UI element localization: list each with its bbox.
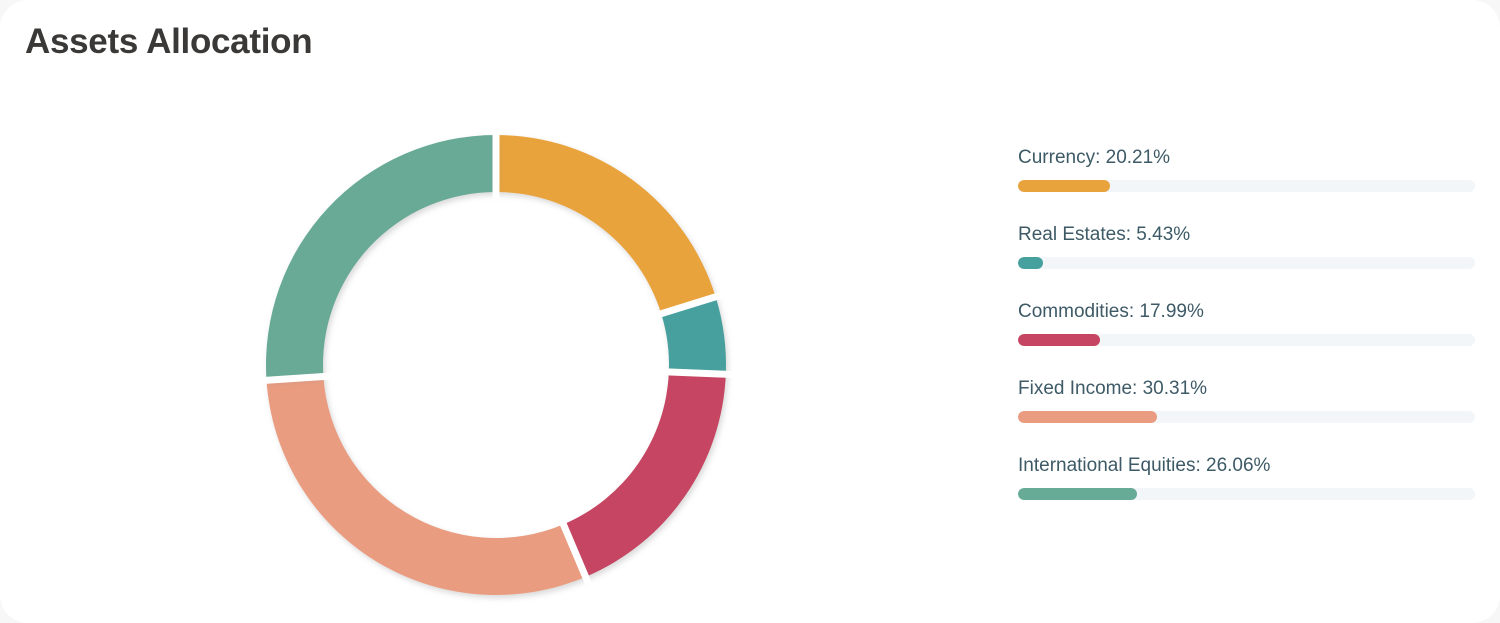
legend-progress-track xyxy=(1018,411,1475,423)
donut-slice-commodities[interactable] xyxy=(563,371,726,577)
legend-progress-fill xyxy=(1018,488,1138,500)
chart-legend: Currency: 20.21% Real Estates: 5.43% Commo… xyxy=(1018,146,1475,500)
legend-label-fixed-income: Fixed Income: 30.31% xyxy=(1018,378,1208,399)
legend-item-international-equities[interactable]: International Equities: 26.06% xyxy=(1018,454,1475,500)
legend-progress-fill xyxy=(1018,411,1157,423)
legend-progress-track xyxy=(1018,488,1475,500)
donut-slice-fixed-income[interactable] xyxy=(266,376,586,595)
slice-divider xyxy=(660,368,735,379)
legend-item-commodities[interactable]: Commodities: 17.99% xyxy=(1018,300,1475,346)
legend-item-fixed-income[interactable]: Fixed Income: 30.31% xyxy=(1018,377,1475,423)
legend-item-currency[interactable]: Currency: 20.21% xyxy=(1018,146,1475,192)
legend-label-commodities: Commodities: 17.99% xyxy=(1018,301,1204,322)
donut-chart xyxy=(257,126,735,595)
donut-slice-real-estates[interactable] xyxy=(661,296,726,375)
legend-progress-fill xyxy=(1018,180,1111,192)
legend-progress-fill xyxy=(1018,257,1043,269)
slice-divider xyxy=(557,515,593,587)
legend-progress-track xyxy=(1018,180,1475,192)
legend-label-real-estates: Real Estates: 5.43% xyxy=(1018,224,1191,245)
legend-label-international-equities: International Equities: 26.06% xyxy=(1018,455,1271,476)
legend-progress-track xyxy=(1018,257,1475,269)
slice-divider xyxy=(652,290,726,320)
slice-divider xyxy=(257,372,332,385)
donut-slice-international-equities[interactable] xyxy=(265,135,496,381)
legend-progress-track xyxy=(1018,334,1475,346)
page-title: Assets Allocation xyxy=(25,22,313,61)
legend-label-currency: Currency: 20.21% xyxy=(1018,147,1171,168)
donut-slice-currency[interactable] xyxy=(496,135,716,314)
legend-progress-fill xyxy=(1018,334,1101,346)
legend-item-real-estates[interactable]: Real Estates: 5.43% xyxy=(1018,223,1475,269)
